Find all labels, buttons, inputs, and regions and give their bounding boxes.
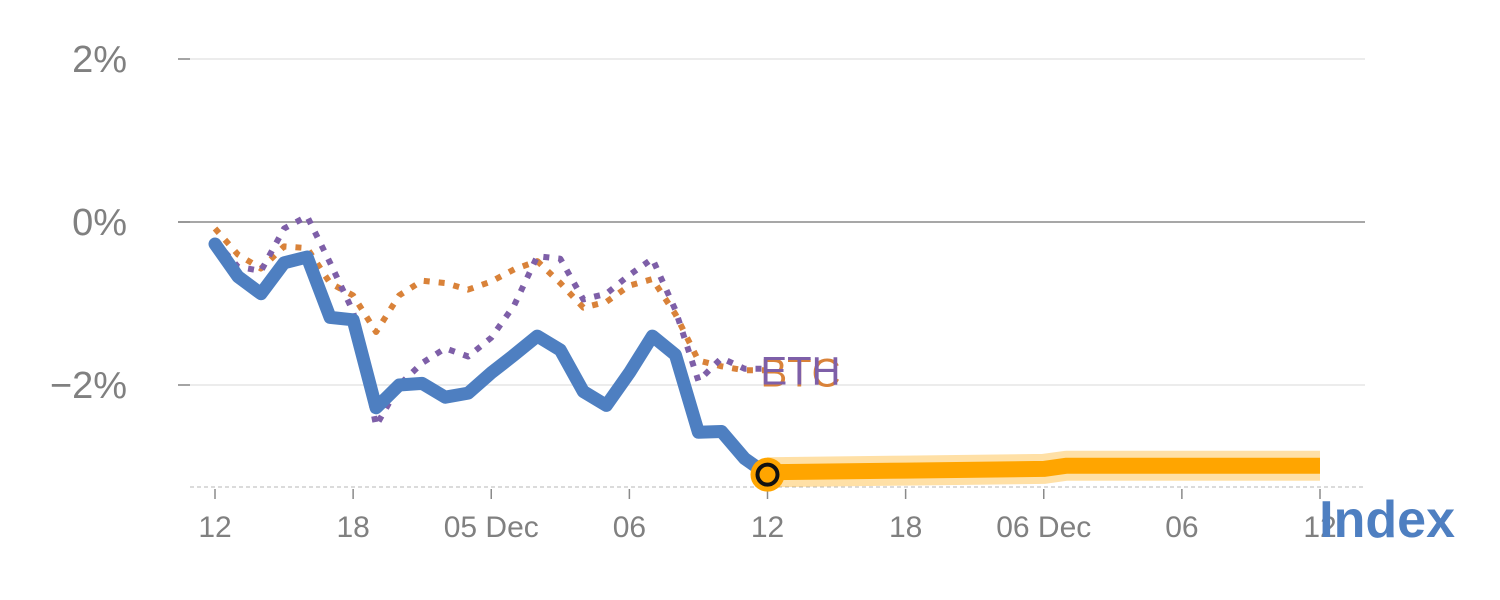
xtick-label: 06 Dec: [996, 511, 1091, 544]
series-lines: [208, 213, 1320, 488]
xtick-label: 18: [889, 511, 922, 544]
btc-line: [212, 226, 768, 374]
current-marker-halo: [750, 457, 785, 492]
eth-line: [212, 213, 768, 429]
xtick-label: 18: [336, 511, 369, 544]
xtick-label: 05 Dec: [444, 511, 539, 544]
ytick-label: −2%: [50, 365, 127, 407]
xtick-label: 12: [1303, 511, 1336, 544]
xtick-label: 12: [751, 511, 784, 544]
index-label: Index: [1319, 491, 1455, 549]
x-axis: 12 18 05 Dec 06 12 18 06 Dec 06 12: [198, 489, 1337, 544]
gridlines: [178, 58, 1365, 488]
current-marker: [755, 462, 780, 487]
index-line: [208, 237, 774, 482]
xtick-label: 06: [613, 511, 646, 544]
ytick-label: 0%: [72, 202, 127, 244]
xtick-label: 06: [1165, 511, 1198, 544]
forecast-line: [767, 457, 1320, 481]
xtick-label: 12: [198, 511, 231, 544]
ytick-label: 2%: [72, 39, 127, 81]
series-label-eth: ETH: [761, 350, 841, 394]
series-label-btc: BTC: [761, 351, 841, 395]
y-axis: 2% 0% −2%: [50, 39, 127, 407]
